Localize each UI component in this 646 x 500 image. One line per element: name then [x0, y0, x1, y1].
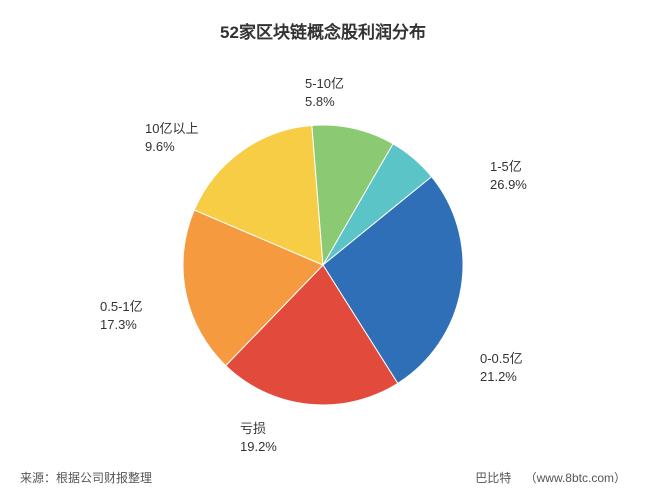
slice-label: 亏损19.2%: [240, 420, 277, 455]
slice-label: 10亿以上9.6%: [145, 120, 198, 155]
slice-label-value: 9.6%: [145, 138, 198, 156]
slice-label: 1-5亿26.9%: [490, 158, 527, 193]
chart-container: 52家区块链概念股利润分布 5-10亿5.8%1-5亿26.9%0-0.5亿21…: [0, 0, 646, 500]
site-label: （www.8btc.com）: [525, 471, 626, 485]
brand-label: 巴比特: [475, 471, 511, 485]
footer-right: 巴比特 （www.8btc.com）: [475, 469, 626, 486]
slice-label: 5-10亿5.8%: [305, 75, 344, 110]
slice-label-value: 5.8%: [305, 93, 344, 111]
slice-label-name: 5-10亿: [305, 75, 344, 93]
slice-label-value: 21.2%: [480, 368, 523, 386]
slice-label: 0-0.5亿21.2%: [480, 350, 523, 385]
slice-label-name: 10亿以上: [145, 120, 198, 138]
slice-label: 0.5-1亿17.3%: [100, 298, 143, 333]
slice-label-name: 亏损: [240, 420, 277, 438]
slice-label-name: 1-5亿: [490, 158, 527, 176]
slice-label-value: 19.2%: [240, 438, 277, 456]
source-label: 来源：根据公司财报整理: [20, 469, 152, 486]
slice-label-value: 17.3%: [100, 316, 143, 334]
slice-label-name: 0.5-1亿: [100, 298, 143, 316]
slice-label-value: 26.9%: [490, 176, 527, 194]
slice-label-name: 0-0.5亿: [480, 350, 523, 368]
